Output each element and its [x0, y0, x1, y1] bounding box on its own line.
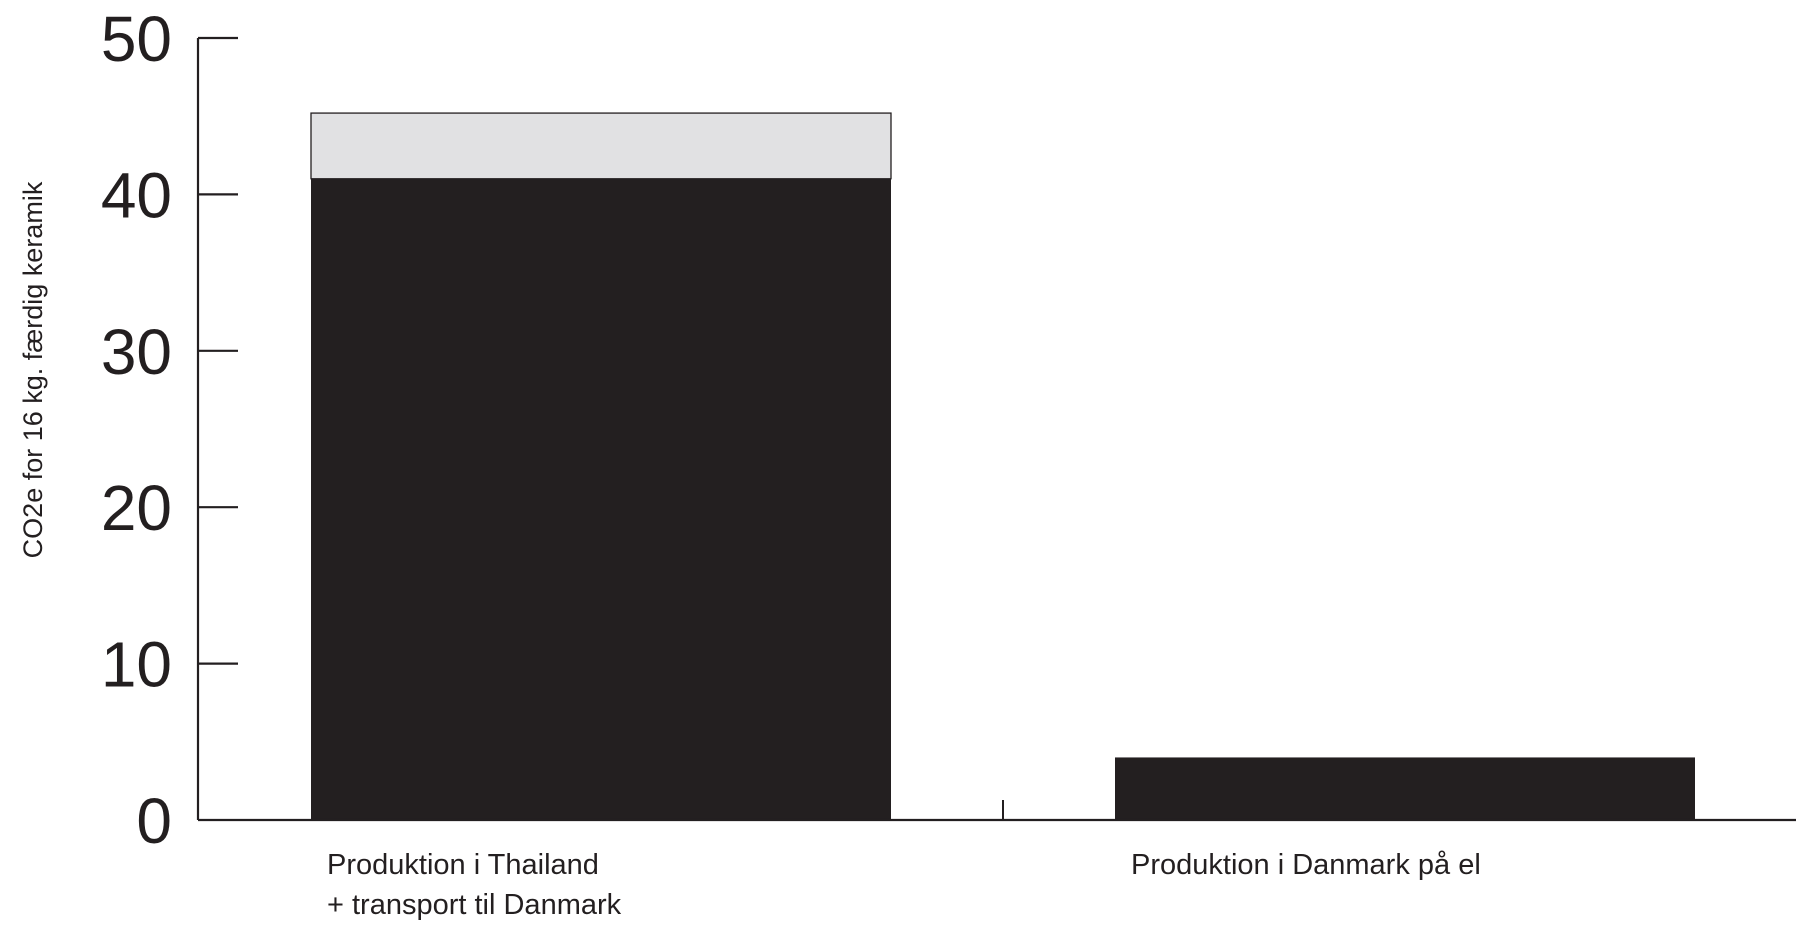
x-category-label-1: Produktion i Danmark på el: [1131, 849, 1481, 881]
bar-segment-0-0: [311, 178, 891, 820]
labels-layer: 0 10 20 30 40 50 CO2e for 16 kg. færdig kerami…: [18, 3, 1481, 921]
y-axis-title: CO2e for 16 kg. færdig keramik: [18, 181, 48, 558]
bar-segment-0-1: [310, 112, 892, 180]
axes-layer: [196, 36, 1796, 822]
y-tick-label-20: 20: [101, 472, 172, 544]
x-category-label-line: Produktion i Thailand: [327, 849, 599, 881]
y-tick-label-10: 10: [101, 629, 172, 701]
y-tick-label-50: 50: [101, 3, 172, 75]
x-category-label-line: Produktion i Danmark på el: [1131, 849, 1481, 881]
x-category-label-line: + transport til Danmark: [327, 889, 622, 921]
x-category-label-0: Produktion i Thailand + transport til Dan…: [327, 849, 622, 921]
y-tick-label-30: 30: [101, 316, 172, 388]
bars-layer: [310, 112, 1695, 820]
bar-segment-1-0: [1115, 757, 1695, 820]
y-tick-label-40: 40: [101, 159, 172, 231]
y-tick-label-0: 0: [136, 785, 172, 857]
